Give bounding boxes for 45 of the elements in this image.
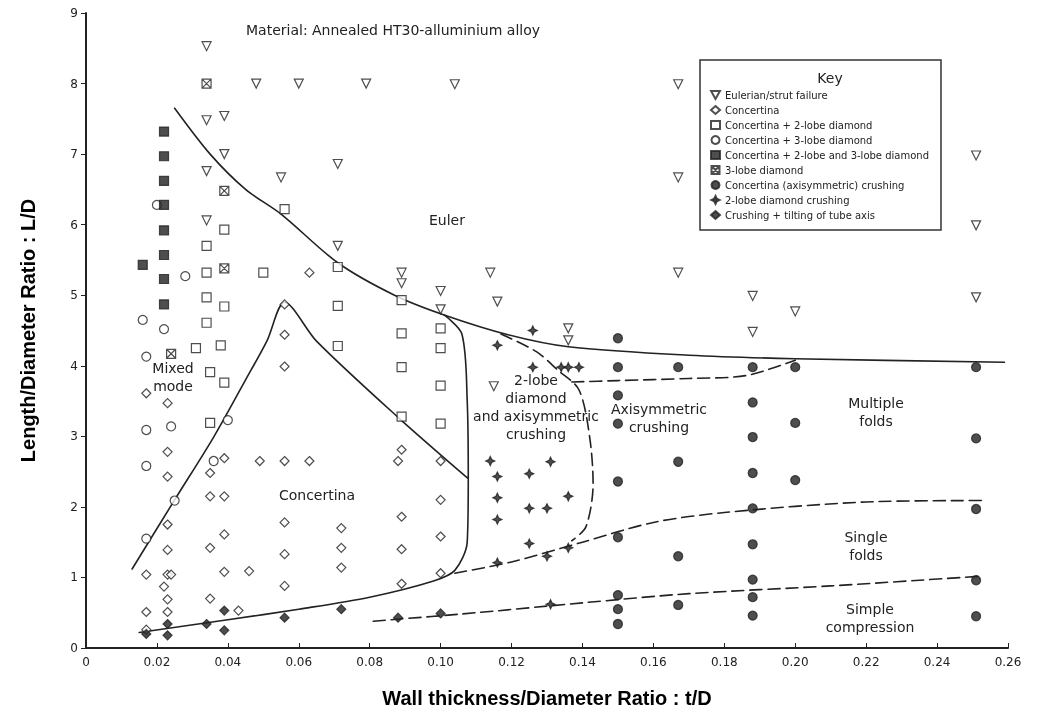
annotation: Simple compression (825, 601, 915, 635)
annotation: Axisymmetric crushing (610, 401, 708, 435)
x-tick-label: 0.08 (356, 655, 384, 669)
x-tick-label: 0.06 (285, 655, 313, 669)
y-tick-label: 6 (70, 217, 78, 232)
legend-label: Concertina + 3-lobe diamond (725, 134, 873, 146)
legend-label: Crushing + tilting of tube axis (725, 209, 876, 221)
y-tick-label: 8 (70, 76, 78, 91)
annotation: Concertina (278, 487, 356, 503)
y-tick-label: 2 (70, 499, 78, 514)
annotation: 2-lobe diamond and axisymmetric crushing (473, 372, 599, 442)
y-tick-label: 9 (70, 6, 78, 20)
x-tick-label: 0.26 (994, 655, 1022, 669)
legend-title: Key (817, 70, 843, 86)
annotation: Mixed mode (152, 360, 194, 394)
y-tick-label: 0 (70, 641, 78, 655)
y-tick-label: 1 (70, 570, 78, 585)
x-tick-label: 0.22 (852, 655, 880, 669)
x-tick-label: 0.02 (143, 655, 171, 669)
legend-label: Eulerian/strut failure (725, 89, 828, 101)
x-tick-label: 0.24 (923, 655, 951, 669)
x-axis-title: Wall thickness/Diameter Ratio : t/D (382, 687, 712, 709)
annotation: Single folds (844, 529, 888, 563)
legend-label: 2-lobe diamond crushing (725, 194, 850, 206)
x-tick-label: 0.14 (569, 655, 596, 669)
y-tick-label: 5 (70, 288, 78, 303)
x-tick-label: 0.20 (781, 655, 809, 669)
x-tick-label: 0.04 (214, 655, 242, 669)
x-tick-label: 0.18 (710, 655, 738, 669)
legend-label: Concertina (axisymmetric) crushing (725, 179, 905, 191)
legend-label: 3-lobe diamond (725, 164, 804, 176)
x-tick-label: 0.16 (640, 655, 667, 669)
x-tick-label: 0.12 (498, 655, 525, 669)
legend-label: Concertina + 2-lobe diamond (725, 119, 873, 131)
annotation: Euler (429, 212, 466, 228)
annotation: Multiple folds (848, 395, 904, 429)
x-tick-label: 0.10 (427, 655, 454, 669)
y-tick-label: 3 (70, 429, 78, 444)
y-axis-title: Length/Diameter Ratio : L/D (17, 198, 39, 463)
annotation: Material: Annealed HT30-alluminium alloy (246, 22, 541, 38)
legend-label: Concertina + 2-lobe and 3-lobe diamond (725, 149, 929, 161)
x-tick-label: 0 (82, 655, 90, 669)
y-tick-label: 7 (70, 147, 78, 162)
legend-label: Concertina (725, 104, 780, 116)
y-tick-label: 4 (70, 358, 78, 373)
